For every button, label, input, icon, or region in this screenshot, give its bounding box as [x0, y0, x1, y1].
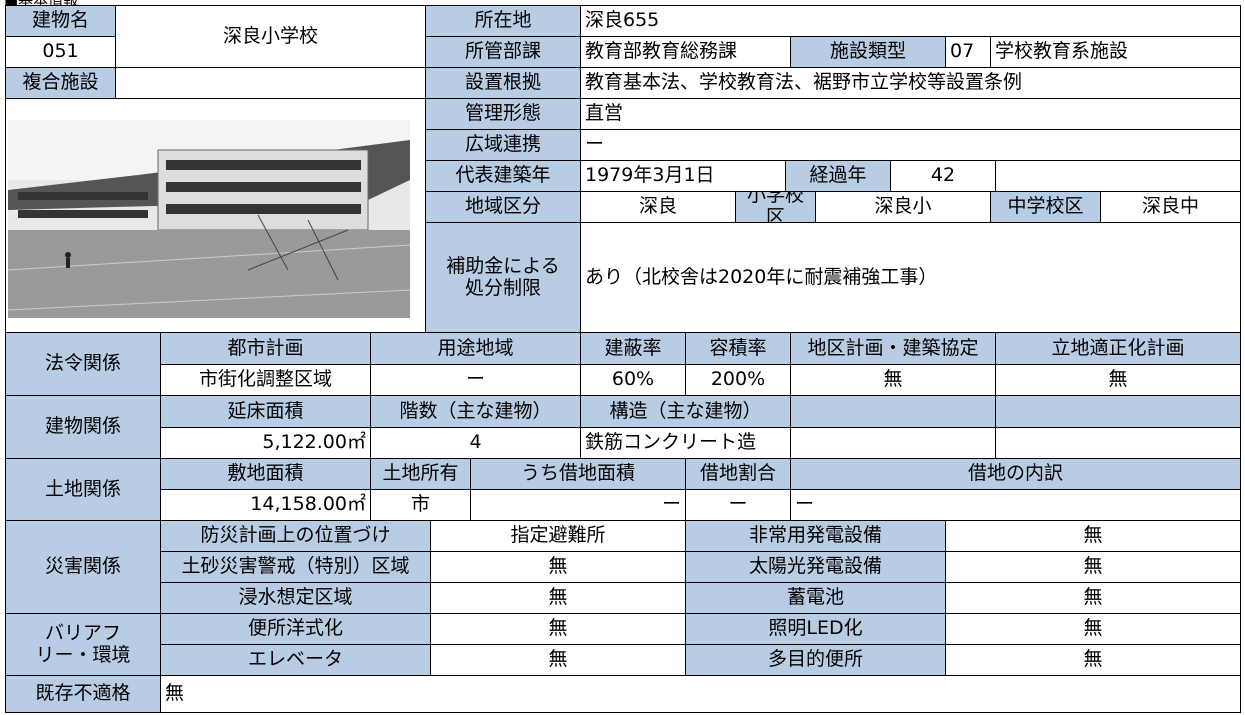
value-cell: 無 [945, 551, 1241, 583]
value-cell: 無 [945, 613, 1241, 645]
value-cell: 教育部教育総務課 [580, 36, 791, 68]
value-cell: 直営 [580, 98, 1241, 130]
label-cell: 延床面積 [160, 395, 371, 428]
value-cell: 051 [5, 36, 116, 68]
label-cell: 土砂災害警戒（特別）区域 [160, 551, 431, 583]
label-cell: 地域区分 [425, 191, 581, 223]
value-cell: 無 [160, 675, 1241, 713]
value-cell: 無 [430, 613, 686, 645]
label-cell: 複合施設 [5, 67, 116, 99]
label-cell: 容積率 [685, 332, 791, 365]
value-cell: 4 [370, 427, 581, 459]
label-cell: 防災計画上の位置づけ [160, 520, 431, 552]
value-cell: 市 [370, 489, 471, 521]
label-cell: 建蔽率 [580, 332, 686, 365]
value-cell: 14,158.00㎡ [160, 489, 371, 521]
value-cell: ー [685, 489, 791, 521]
label-cell: 経過年 [785, 160, 891, 192]
label-cell: 所在地 [425, 5, 581, 37]
label-cell: 災害関係 [5, 520, 161, 614]
value-cell: 深良小 [815, 191, 991, 223]
label-cell: 既存不適格 [5, 675, 161, 713]
value-cell: 60% [580, 364, 686, 396]
label-cell: 借地割合 [685, 458, 791, 490]
label-cell: 蓄電池 [685, 582, 946, 614]
label-cell: 浸水想定区域 [160, 582, 431, 614]
label-cell: 太陽光発電設備 [685, 551, 946, 583]
label-cell: 代表建築年 [425, 160, 581, 192]
value-cell: 無 [945, 520, 1241, 552]
blank-cell [995, 395, 1241, 428]
value-cell: 無 [995, 364, 1241, 396]
label-cell: うち借地面積 [470, 458, 686, 490]
label-cell: 管理形態 [425, 98, 581, 130]
value-cell: 深良中 [1100, 191, 1241, 223]
label-cell: 敷地面積 [160, 458, 371, 490]
label-cell: 都市計画 [160, 332, 371, 365]
label-cell: 広域連携 [425, 129, 581, 161]
value-cell: 無 [430, 551, 686, 583]
value-cell: 深良655 [580, 5, 1241, 37]
building-photo [8, 120, 410, 318]
label-cell: 借地の内訳 [790, 458, 1241, 490]
value-cell: 5,122.00㎡ [160, 427, 371, 459]
value-cell: 深良 [580, 191, 736, 223]
value-cell: 教育基本法、学校教育法、裾野市立学校等設置条例 [580, 67, 1241, 99]
value-cell: ー [370, 364, 581, 396]
value-cell: 無 [945, 644, 1241, 676]
label-cell: 小学校区 [735, 191, 816, 223]
label-cell: 便所洋式化 [160, 613, 431, 645]
value-cell: 無 [430, 582, 686, 614]
label-cell: 中学校区 [990, 191, 1101, 223]
value-cell: 指定避難所 [430, 520, 686, 552]
label-cell: 構造（主な建物） [580, 395, 791, 428]
value-cell: 学校教育系施設 [990, 36, 1241, 68]
value-cell: 07 [945, 36, 991, 68]
value-cell: 鉄筋コンクリート造 [580, 427, 791, 459]
value-cell: 深良小学校 [115, 5, 426, 68]
value-cell: 無 [430, 644, 686, 676]
label-cell: エレベータ [160, 644, 431, 676]
label-cell: バリアフ リー・環境 [5, 613, 161, 676]
label-cell: 地区計画・建築協定 [790, 332, 996, 365]
value-cell: ー [580, 129, 1241, 161]
blank-cell [995, 160, 1241, 192]
blank-cell [790, 395, 996, 428]
label-cell: 階数（主な建物） [370, 395, 581, 428]
label-cell: 所管部課 [425, 36, 581, 68]
label-cell: 施設類型 [790, 36, 946, 68]
blank-cell [995, 427, 1241, 459]
label-cell: 土地関係 [5, 458, 161, 521]
value-cell: 200% [685, 364, 791, 396]
blank-cell [790, 427, 996, 459]
value-cell: 市街化調整区域 [160, 364, 371, 396]
label-cell: 土地所有 [370, 458, 471, 490]
page-title: ■基本情報 [4, 0, 78, 10]
blank-cell [115, 67, 426, 99]
label-cell: 設置根拠 [425, 67, 581, 99]
value-cell: ー [790, 489, 1241, 521]
label-cell: 多目的便所 [685, 644, 946, 676]
value-cell: あり（北校舎は2020年に耐震補強工事） [580, 222, 1241, 333]
value-cell: 無 [945, 582, 1241, 614]
value-cell: 1979年3月1日 [580, 160, 786, 192]
label-cell: 用途地域 [370, 332, 581, 365]
label-cell: 建物関係 [5, 395, 161, 459]
value-cell: ー [470, 489, 686, 521]
label-cell: 照明LED化 [685, 613, 946, 645]
value-cell: 無 [790, 364, 996, 396]
label-cell: 法令関係 [5, 332, 161, 396]
value-cell: 42 [890, 160, 996, 192]
label-cell: 建物名 [5, 5, 116, 37]
label-cell: 立地適正化計画 [995, 332, 1241, 365]
label-cell: 補助金による 処分制限 [425, 222, 581, 333]
label-cell: 非常用発電設備 [685, 520, 946, 552]
